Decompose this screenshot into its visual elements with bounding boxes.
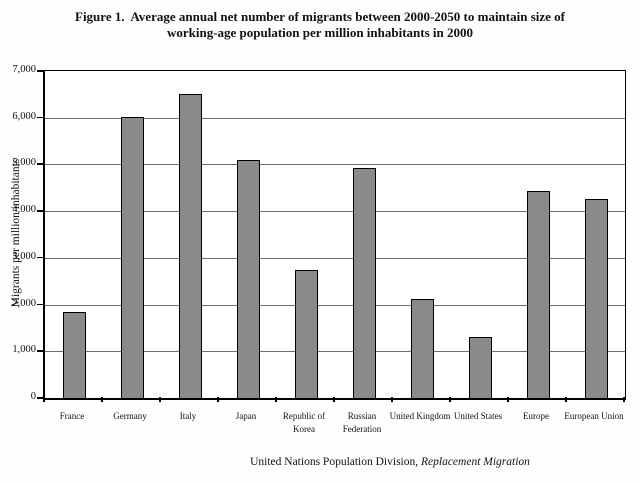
- x-tick-label-germany: Germany: [113, 411, 147, 421]
- bar-russian-federation: [352, 167, 376, 398]
- y-tick-mark: [37, 397, 43, 399]
- source-title-italic: Replacement Migration: [421, 456, 530, 468]
- figure-title-line1: Figure 1. Average annual net number of m…: [75, 9, 565, 24]
- bar-united-states: [468, 337, 492, 398]
- y-axis-title: Migrants per million inhabitants: [10, 158, 22, 308]
- x-tick-mark: [623, 397, 625, 402]
- x-tick-label-russian-federation: Russian Federation: [342, 411, 382, 434]
- y-tick-label-1000: 1,000: [12, 344, 36, 356]
- x-tick-mark: [565, 397, 567, 402]
- plot-area: [43, 70, 626, 400]
- gridline-4000: [45, 211, 625, 213]
- gridline-1000: [45, 351, 625, 353]
- gridline-3000: [45, 257, 625, 259]
- y-tick-label-3000: 3,000: [12, 250, 36, 262]
- bar-europe: [526, 190, 550, 398]
- x-tick-mark: [391, 397, 393, 402]
- bar-european-union: [584, 199, 608, 398]
- bar-japan: [236, 159, 260, 398]
- x-tick-mark: [217, 397, 219, 402]
- y-tick-mark: [37, 116, 43, 119]
- y-tick-mark: [37, 210, 43, 212]
- bar-united-kingdom: [410, 298, 434, 398]
- x-tick-label-united-states: United States: [453, 411, 503, 421]
- y-tick-label-7000: 7,000: [12, 64, 36, 75]
- x-tick-mark: [333, 397, 335, 402]
- source-text: United Nations Population Division,: [250, 456, 421, 468]
- x-tick-label-italy: Italy: [179, 411, 197, 421]
- x-tick-label-united-kingdom: United Kingdom: [389, 411, 451, 421]
- source-citation: United Nations Population Division, Repl…: [160, 456, 620, 468]
- bar-france: [62, 311, 86, 398]
- figure-title-line2: working-age population per million inhab…: [166, 25, 474, 40]
- x-tick-label-europe: Europe: [523, 411, 549, 421]
- y-tick-mark: [37, 163, 43, 165]
- y-tick-mark: [37, 303, 43, 306]
- y-tick-label-0: 0: [30, 391, 36, 402]
- x-tick-label-france: France: [59, 411, 85, 421]
- x-tick-mark: [507, 397, 509, 402]
- x-tick-mark: [275, 397, 277, 402]
- gridline-6000: [45, 117, 625, 119]
- y-tick-mark: [37, 350, 43, 352]
- gridline-2000: [45, 304, 625, 306]
- y-tick-label-5000: 5,000: [12, 157, 36, 169]
- y-tick-label-2000: 2,000: [12, 297, 36, 309]
- x-tick-label-japan: Japan: [235, 411, 257, 421]
- x-tick-mark: [159, 397, 161, 402]
- gridline-5000: [45, 164, 625, 166]
- x-tick-mark: [43, 397, 45, 402]
- x-tick-mark: [449, 397, 451, 402]
- y-tick-mark: [37, 70, 43, 72]
- x-tick-label-european-union: European Union: [564, 411, 624, 421]
- bar-italy: [178, 94, 202, 398]
- y-tick-label-6000: 6,000: [12, 110, 36, 122]
- figure-title: Figure 1. Average annual net number of m…: [0, 9, 640, 41]
- bar-germany: [120, 117, 144, 398]
- x-tick-mark: [101, 397, 103, 402]
- x-tick-label-republic-of-korea: Republic of Korea: [282, 411, 326, 434]
- y-tick-label-4000: 4,000: [12, 204, 36, 216]
- bar-republic-of-korea: [294, 270, 318, 398]
- y-tick-mark: [37, 256, 43, 259]
